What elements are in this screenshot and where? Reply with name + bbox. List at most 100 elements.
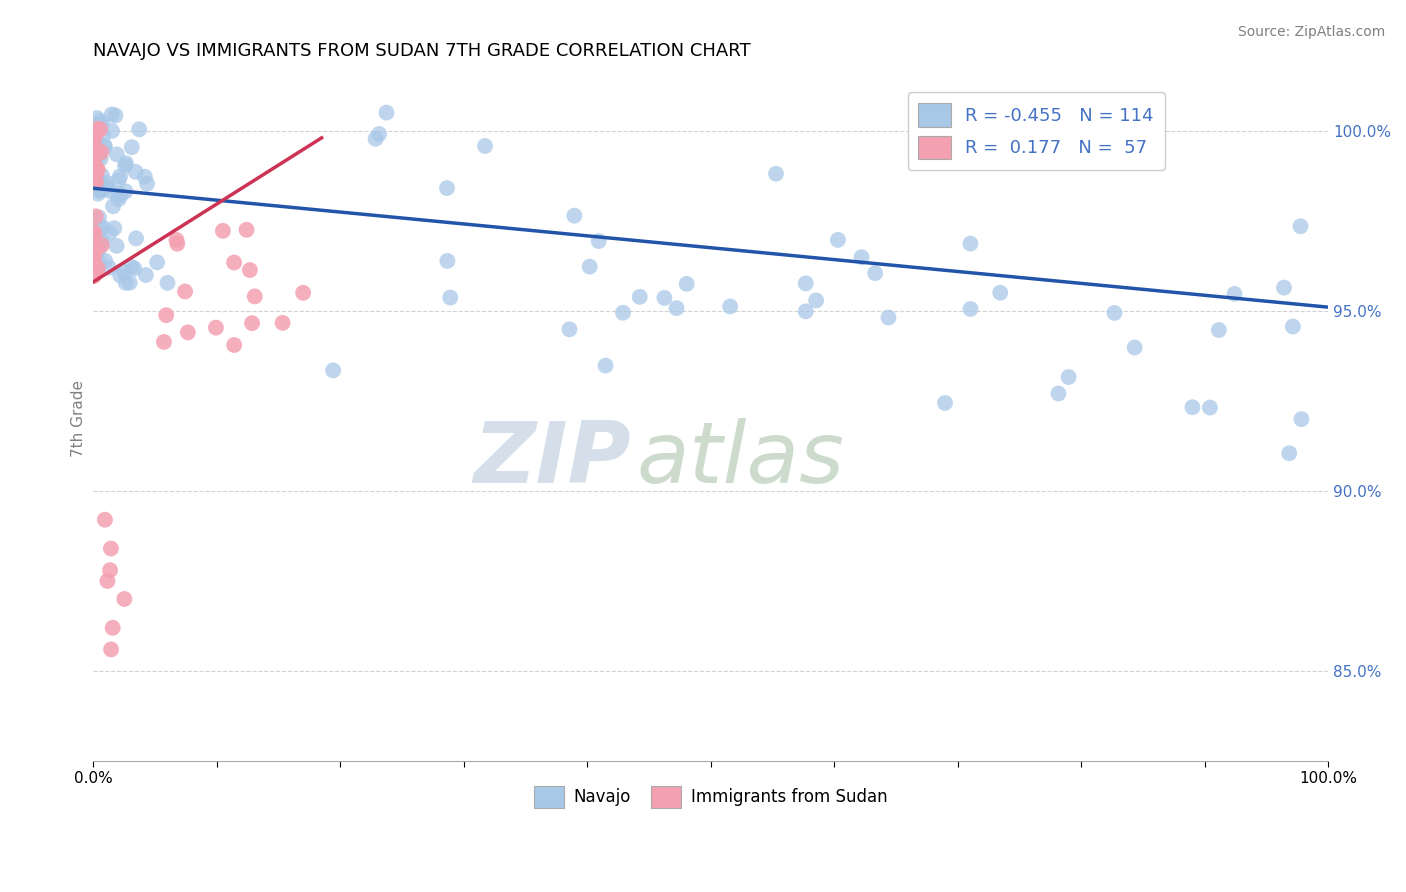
Point bbox=[87, 186, 110, 201]
Point bbox=[90, 183, 112, 197]
Point bbox=[91, 128, 114, 143]
Point bbox=[239, 263, 262, 277]
Point bbox=[86, 111, 108, 125]
Point bbox=[101, 199, 124, 213]
Legend: Navajo, Immigrants from Sudan: Navajo, Immigrants from Sudan bbox=[527, 780, 894, 814]
Point bbox=[89, 114, 111, 128]
Point bbox=[364, 132, 387, 146]
Point bbox=[87, 211, 110, 225]
Point bbox=[235, 223, 257, 237]
Point bbox=[240, 316, 263, 330]
Point bbox=[90, 178, 112, 192]
Point bbox=[82, 146, 104, 161]
Point bbox=[107, 188, 129, 202]
Point bbox=[110, 188, 132, 202]
Point bbox=[83, 269, 105, 284]
Point bbox=[83, 227, 105, 242]
Point bbox=[665, 301, 688, 315]
Point bbox=[101, 107, 124, 121]
Point bbox=[105, 239, 128, 253]
Point bbox=[1282, 319, 1305, 334]
Point bbox=[243, 289, 266, 303]
Point bbox=[375, 105, 398, 120]
Point bbox=[84, 210, 107, 224]
Point bbox=[108, 169, 131, 184]
Point bbox=[827, 233, 849, 247]
Point bbox=[90, 152, 112, 166]
Point bbox=[83, 176, 105, 190]
Point bbox=[578, 260, 600, 274]
Point bbox=[125, 231, 148, 245]
Point bbox=[84, 175, 107, 189]
Point bbox=[89, 256, 111, 270]
Point bbox=[612, 306, 634, 320]
Point bbox=[564, 209, 586, 223]
Point bbox=[174, 285, 197, 299]
Point bbox=[87, 243, 110, 257]
Point bbox=[82, 125, 104, 139]
Point bbox=[558, 322, 581, 336]
Point bbox=[271, 316, 294, 330]
Point bbox=[436, 181, 458, 195]
Point bbox=[101, 124, 124, 138]
Point bbox=[98, 260, 121, 275]
Point bbox=[89, 220, 111, 235]
Point bbox=[83, 224, 105, 238]
Text: atlas: atlas bbox=[637, 418, 845, 501]
Point bbox=[322, 363, 344, 377]
Point bbox=[804, 293, 827, 308]
Point bbox=[83, 251, 105, 265]
Point bbox=[153, 334, 176, 349]
Point bbox=[988, 285, 1011, 300]
Point bbox=[877, 310, 900, 325]
Point bbox=[155, 308, 177, 322]
Point bbox=[124, 165, 146, 179]
Point bbox=[1223, 286, 1246, 301]
Point bbox=[86, 241, 108, 255]
Point bbox=[224, 338, 246, 352]
Text: NAVAJO VS IMMIGRANTS FROM SUDAN 7TH GRADE CORRELATION CHART: NAVAJO VS IMMIGRANTS FROM SUDAN 7TH GRAD… bbox=[93, 42, 751, 60]
Point bbox=[595, 359, 617, 373]
Point bbox=[94, 513, 117, 527]
Point bbox=[959, 236, 981, 251]
Point bbox=[84, 134, 107, 148]
Point bbox=[84, 262, 107, 277]
Point bbox=[87, 241, 110, 255]
Point bbox=[83, 132, 105, 146]
Point bbox=[91, 220, 114, 235]
Point bbox=[93, 138, 115, 153]
Point bbox=[1291, 412, 1313, 426]
Point bbox=[588, 234, 610, 248]
Point bbox=[121, 140, 143, 154]
Point bbox=[98, 563, 121, 577]
Point bbox=[114, 184, 136, 198]
Point bbox=[104, 109, 127, 123]
Point bbox=[105, 147, 128, 161]
Point bbox=[86, 244, 108, 259]
Point bbox=[83, 247, 105, 261]
Point bbox=[156, 276, 179, 290]
Y-axis label: 7th Grade: 7th Grade bbox=[72, 380, 86, 458]
Point bbox=[100, 642, 122, 657]
Point bbox=[83, 167, 105, 181]
Point bbox=[83, 163, 105, 178]
Point bbox=[112, 591, 135, 606]
Point bbox=[108, 268, 131, 283]
Point bbox=[98, 226, 121, 240]
Point bbox=[794, 304, 817, 318]
Point bbox=[212, 224, 235, 238]
Point bbox=[83, 231, 105, 245]
Point bbox=[91, 238, 114, 252]
Point bbox=[84, 174, 107, 188]
Point bbox=[1199, 401, 1222, 415]
Point bbox=[959, 301, 981, 316]
Point bbox=[91, 169, 114, 183]
Point bbox=[94, 140, 117, 154]
Point bbox=[89, 120, 111, 134]
Point bbox=[90, 234, 112, 248]
Point bbox=[934, 396, 956, 410]
Point bbox=[1208, 323, 1230, 337]
Point bbox=[100, 184, 122, 198]
Point bbox=[86, 171, 108, 186]
Point bbox=[83, 154, 105, 169]
